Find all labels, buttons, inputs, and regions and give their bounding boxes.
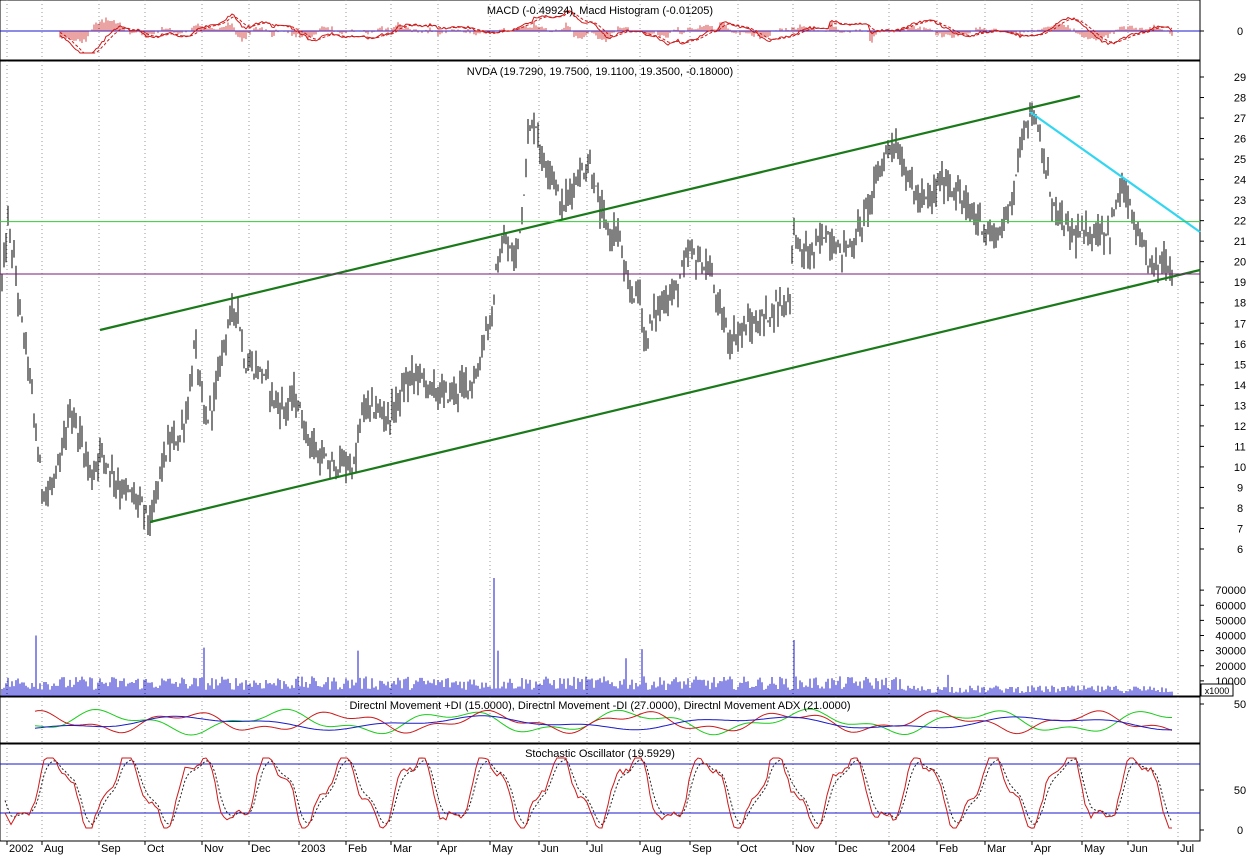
x-tick-label: Jun bbox=[1130, 843, 1148, 855]
volume-y-label: 70000 bbox=[1215, 585, 1246, 597]
x-tick-label: Oct bbox=[740, 843, 757, 855]
price-y-label: 8 bbox=[1237, 503, 1243, 515]
price-panel: NVDA (19.7290, 19.7500, 19.1100, 19.3500… bbox=[0, 60, 1246, 697]
price-y-label: 11 bbox=[1234, 441, 1245, 453]
x-tick-label: 2004 bbox=[891, 843, 915, 855]
macd-y-axis: 0 bbox=[1200, 26, 1243, 38]
downtrend-line bbox=[1029, 111, 1201, 233]
stochastic-d-line bbox=[4, 758, 1173, 826]
price-y-label: 15 bbox=[1234, 359, 1246, 371]
price-y-label: 24 bbox=[1234, 175, 1246, 187]
x-tick-label: Sep bbox=[101, 843, 121, 855]
price-title: NVDA (19.7290, 19.7500, 19.1100, 19.3500… bbox=[467, 66, 733, 78]
x-tick-label: May bbox=[1084, 843, 1105, 855]
stochastic-y-label: 0 bbox=[1237, 825, 1243, 837]
price-y-label: 19 bbox=[1234, 277, 1246, 289]
price-y-label: 23 bbox=[1234, 195, 1246, 207]
stochastic-title: Stochastic Oscillator (19.5929) bbox=[525, 748, 675, 760]
x-tick-label: Aug bbox=[44, 843, 64, 855]
price-y-label: 25 bbox=[1234, 154, 1246, 166]
price-y-label: 28 bbox=[1234, 93, 1246, 105]
volume-y-label: 50000 bbox=[1215, 615, 1246, 627]
dmi-y-axis: 50 bbox=[1200, 699, 1246, 711]
x-tick-label: Jul bbox=[589, 843, 603, 855]
macd-y-label: 0 bbox=[1237, 26, 1243, 38]
price-y-label: 26 bbox=[1234, 134, 1246, 146]
x-tick-label: Jul bbox=[1180, 843, 1194, 855]
price-bars bbox=[1, 102, 1173, 537]
price-y-label: 20 bbox=[1234, 257, 1246, 269]
volume-y-label: 60000 bbox=[1215, 600, 1246, 612]
x-tick-label: Aug bbox=[642, 843, 662, 855]
dmi-panel-frame bbox=[0, 696, 1201, 744]
volume-multiplier-label: x1000 bbox=[1205, 686, 1230, 696]
x-tick-label: 2003 bbox=[301, 843, 325, 855]
dmi-minus-di-line bbox=[34, 709, 1173, 735]
x-tick-label: Feb bbox=[348, 843, 367, 855]
volume-y-label: 20000 bbox=[1215, 661, 1246, 673]
macd-title: MACD (-0.49924), Macd Histogram (-0.0120… bbox=[487, 5, 713, 17]
price-y-label: 12 bbox=[1234, 421, 1246, 433]
x-tick-label: Nov bbox=[204, 843, 224, 855]
x-tick-label: Dec bbox=[838, 843, 858, 855]
price-y-axis: 6 7 8 9 10 11 12 13 14 15 16 17 18 19 20 21 22 23 24 25 26 27… bbox=[1200, 72, 1246, 556]
x-axis: 2002 Aug Sep Oct Nov Dec 2003 Feb Mar Apr May Jun Ju… bbox=[6, 841, 1194, 855]
stochastic-k-line bbox=[4, 757, 1172, 829]
price-y-label: 13 bbox=[1234, 400, 1246, 412]
price-y-label: 10 bbox=[1234, 462, 1246, 474]
x-tick-label: Apr bbox=[1034, 843, 1051, 855]
price-y-label: 27 bbox=[1234, 113, 1246, 125]
volume-y-label: 30000 bbox=[1215, 646, 1246, 658]
x-tick-label: 2002 bbox=[9, 843, 33, 855]
stochastic-panel: Stochastic Oscillator (19.5929) 0 50 bbox=[0, 743, 1246, 842]
price-y-label: 18 bbox=[1234, 298, 1246, 310]
price-y-label: 17 bbox=[1234, 318, 1246, 330]
x-tick-label: Oct bbox=[147, 843, 164, 855]
volume-multiplier-box bbox=[1200, 683, 1234, 697]
price-y-label: 14 bbox=[1234, 380, 1246, 392]
x-tick-label: Mar bbox=[393, 843, 412, 855]
volume-bars bbox=[1, 578, 1173, 696]
lower-channel-line bbox=[149, 268, 1201, 524]
macd-panel: MACD (-0.49924), Macd Histogram (-0.0120… bbox=[0, 0, 1243, 61]
x-tick-label: Apr bbox=[440, 843, 457, 855]
x-tick-label: Jun bbox=[541, 843, 559, 855]
upper-channel-line bbox=[99, 94, 1081, 332]
stochastic-y-axis: 0 50 bbox=[1200, 785, 1246, 837]
price-y-label: 29 bbox=[1234, 72, 1246, 84]
x-tick-label: Nov bbox=[795, 843, 815, 855]
stochastic-grid bbox=[6, 744, 1179, 841]
x-tick-label: Dec bbox=[251, 843, 271, 855]
volume-y-label: 40000 bbox=[1215, 631, 1246, 643]
stochastic-y-label: 50 bbox=[1234, 785, 1246, 797]
macd-panel-frame bbox=[0, 0, 1201, 61]
price-y-label: 22 bbox=[1234, 216, 1246, 228]
dmi-adx-line bbox=[34, 715, 1173, 731]
price-y-label: 21 bbox=[1234, 236, 1246, 248]
x-tick-label: Mar bbox=[987, 843, 1006, 855]
price-y-label: 6 bbox=[1237, 544, 1243, 556]
dmi-panel: Directnl Movement +DI (15.0000), Directn… bbox=[0, 696, 1246, 744]
dmi-y-label: 50 bbox=[1234, 699, 1246, 711]
price-y-label: 7 bbox=[1237, 523, 1243, 535]
macd-signal-line bbox=[59, 11, 1173, 54]
x-tick-label: May bbox=[492, 843, 513, 855]
stochastic-panel-frame bbox=[0, 743, 1201, 842]
x-tick-label: Sep bbox=[692, 843, 712, 855]
price-y-label: 9 bbox=[1237, 482, 1243, 494]
trend-lines bbox=[0, 94, 1201, 524]
x-tick-label: Feb bbox=[939, 843, 958, 855]
dmi-title: Directnl Movement +DI (15.0000), Directn… bbox=[349, 700, 850, 712]
price-y-label: 16 bbox=[1234, 339, 1246, 351]
